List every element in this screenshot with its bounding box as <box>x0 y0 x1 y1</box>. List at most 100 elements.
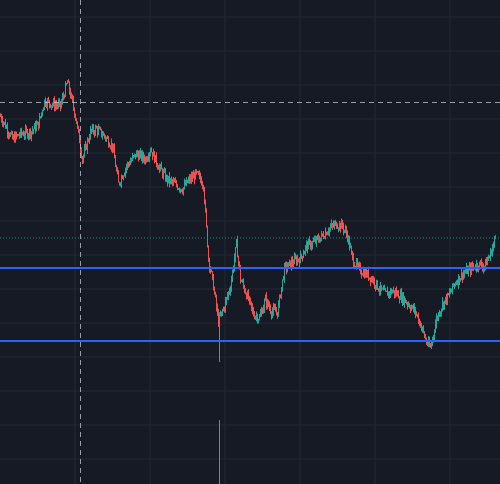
candle-body <box>214 289 215 293</box>
candle-body <box>171 179 172 181</box>
candle-body <box>272 311 273 316</box>
candle-body <box>254 315 255 319</box>
candle-body <box>228 292 229 296</box>
candle-body <box>406 302 407 304</box>
candle-body <box>286 264 287 270</box>
candle-body <box>128 163 129 165</box>
candle-body <box>125 169 126 174</box>
candle-body <box>431 343 432 348</box>
candle-body <box>238 257 239 262</box>
candle-body <box>390 290 391 295</box>
candle-body <box>186 179 187 185</box>
candle-body <box>180 189 181 191</box>
candle-body <box>489 256 490 259</box>
candle-body <box>136 151 137 158</box>
candle-body <box>495 238 496 240</box>
candle-body <box>243 281 244 287</box>
candle-body <box>423 327 424 332</box>
candle-body <box>32 130 33 132</box>
candle-body <box>75 115 76 119</box>
candle-body <box>440 312 441 316</box>
candle-body <box>59 101 60 103</box>
candle-body <box>158 167 159 170</box>
candle-body <box>448 293 449 295</box>
candle-body <box>343 226 344 231</box>
candle-body <box>362 274 363 276</box>
candle-body <box>267 300 268 306</box>
candle-body <box>359 265 360 267</box>
candle-body <box>165 171 166 181</box>
candle-body <box>183 187 184 193</box>
candle-body <box>113 147 114 149</box>
candle-body <box>130 161 131 165</box>
candle-body <box>422 327 423 329</box>
candle-body <box>72 95 73 101</box>
candle-body <box>321 233 322 238</box>
candle-body <box>121 176 122 184</box>
candle-body <box>177 185 178 190</box>
candle-body <box>126 166 127 170</box>
candle-body <box>172 180 173 183</box>
candle-body <box>29 130 30 135</box>
candle-body <box>12 132 13 139</box>
candle-body <box>429 340 430 346</box>
candle-body <box>319 240 320 242</box>
candle-body <box>218 312 219 326</box>
candle-body <box>445 297 446 301</box>
candle-body <box>242 281 243 283</box>
candle-body <box>401 292 402 302</box>
candle-body <box>394 290 395 295</box>
candle-body <box>298 259 299 261</box>
candle-body <box>305 246 306 252</box>
candle-body <box>229 291 230 293</box>
candle-body <box>252 306 253 310</box>
candle-body <box>92 126 93 131</box>
candle-body <box>97 128 98 134</box>
candle-body <box>176 182 177 186</box>
candle-body <box>189 177 190 180</box>
candle-body <box>118 173 119 183</box>
candle-body <box>251 301 252 307</box>
candle-body <box>161 165 162 170</box>
candle-body <box>103 134 104 136</box>
candle-body <box>382 288 383 290</box>
candle-body <box>195 170 196 180</box>
candle-body <box>306 243 307 247</box>
candle-body <box>87 140 88 150</box>
candle-body <box>307 243 308 250</box>
candle-body <box>466 267 467 273</box>
candle-body <box>62 96 63 103</box>
candle-body <box>239 261 240 268</box>
candle-body <box>269 305 270 309</box>
candle-body <box>457 282 458 285</box>
candle-body <box>323 235 324 238</box>
candle-body <box>135 154 136 158</box>
candle-body <box>159 167 160 170</box>
candle-body <box>356 261 357 267</box>
candle-body <box>147 158 148 161</box>
candle-body <box>421 327 422 329</box>
candle-body <box>5 122 6 128</box>
candle-body <box>226 297 227 301</box>
candle-body <box>7 126 8 134</box>
candle-body <box>262 310 263 314</box>
candle-body <box>417 314 418 316</box>
candle-body <box>341 221 342 229</box>
candle-body <box>194 174 195 180</box>
candle-body <box>112 143 113 149</box>
candle-body <box>357 261 358 266</box>
candle-body <box>462 272 463 279</box>
candle-body <box>240 267 241 281</box>
candle-body <box>420 321 421 328</box>
candle-body <box>86 144 87 150</box>
candle-body <box>61 102 62 107</box>
candle-body <box>428 340 429 345</box>
candle-body <box>68 81 69 83</box>
horizontal-levels[interactable] <box>0 237 500 342</box>
candle-body <box>37 122 38 125</box>
candle-body <box>443 302 444 307</box>
candle-body <box>143 153 144 159</box>
